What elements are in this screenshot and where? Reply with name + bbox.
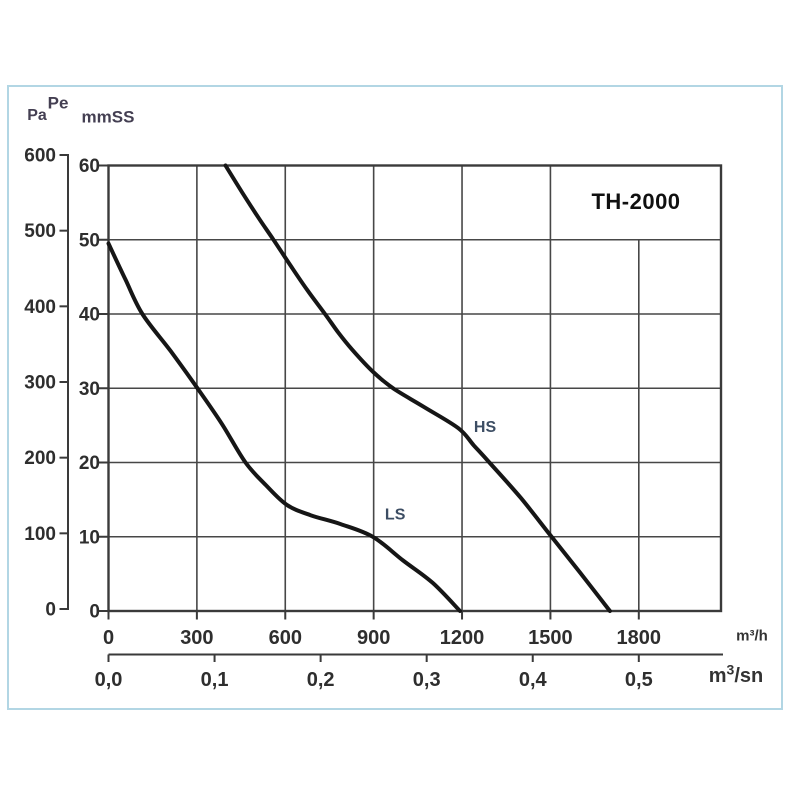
mmss-tick-label-60: 60: [79, 156, 100, 177]
m3sn-tick-label-2: 0,2: [307, 669, 335, 691]
mmss-tick-label-10: 10: [79, 527, 100, 548]
m3sn-tick-label-3: 0,3: [413, 669, 441, 691]
m3h-tick-label-300: 300: [180, 627, 213, 649]
series-label-ls: LS: [385, 507, 406, 524]
pa-tick-label-400: 400: [24, 297, 56, 318]
m3sn-tick-label-5: 0,5: [625, 669, 653, 691]
curve-hs: [223, 163, 612, 613]
mmss-tick-label-40: 40: [79, 305, 100, 326]
m3h-tick-label-0: 0: [103, 627, 114, 649]
m3sn-unit-rest: /sn: [734, 665, 764, 687]
curve-ls: [106, 241, 462, 613]
pa-tick-label-200: 200: [24, 448, 56, 469]
pa-tick-label-0: 0: [45, 600, 56, 621]
pa-tick-label-100: 100: [24, 524, 56, 545]
pe-axis-unit-label: Pe: [47, 93, 69, 113]
mmss-tick-label-20: 20: [79, 453, 100, 474]
pa-tick-label-500: 500: [24, 221, 56, 242]
m3sn-unit-superscript: 3: [726, 661, 735, 678]
pa-tick-label-300: 300: [24, 373, 56, 394]
m3h-tick-label-1500: 1500: [528, 627, 573, 649]
mmss-tick-label-30: 30: [79, 379, 100, 400]
m3sn-tick-label-0: 0,0: [95, 669, 123, 691]
m3sn-tick-label-1: 0,1: [201, 669, 229, 691]
m3sn-tick-label-4: 0,4: [519, 669, 548, 691]
x-axis-unit-m3h: m³/h: [736, 627, 768, 645]
series-label-hs: HS: [474, 419, 497, 436]
x-axis-unit-m3sn: m3/sn: [708, 662, 764, 687]
pa-tick-label-600: 600: [24, 146, 56, 167]
pa-axis-unit-label: Pa: [27, 107, 47, 124]
chart-frame: [7, 85, 783, 710]
mmss-tick-label-0: 0: [89, 602, 100, 623]
m3h-tick-label-1800: 1800: [617, 627, 662, 649]
m3h-tick-label-900: 900: [357, 627, 390, 649]
m3h-tick-label-1200: 1200: [440, 627, 485, 649]
chart-title: TH-2000: [591, 189, 681, 214]
m3sn-unit-base: m: [708, 665, 727, 687]
mmss-axis-unit-label: mmSS: [81, 107, 135, 127]
m3h-tick-label-600: 600: [269, 627, 302, 649]
mmss-tick-label-50: 50: [79, 230, 100, 251]
